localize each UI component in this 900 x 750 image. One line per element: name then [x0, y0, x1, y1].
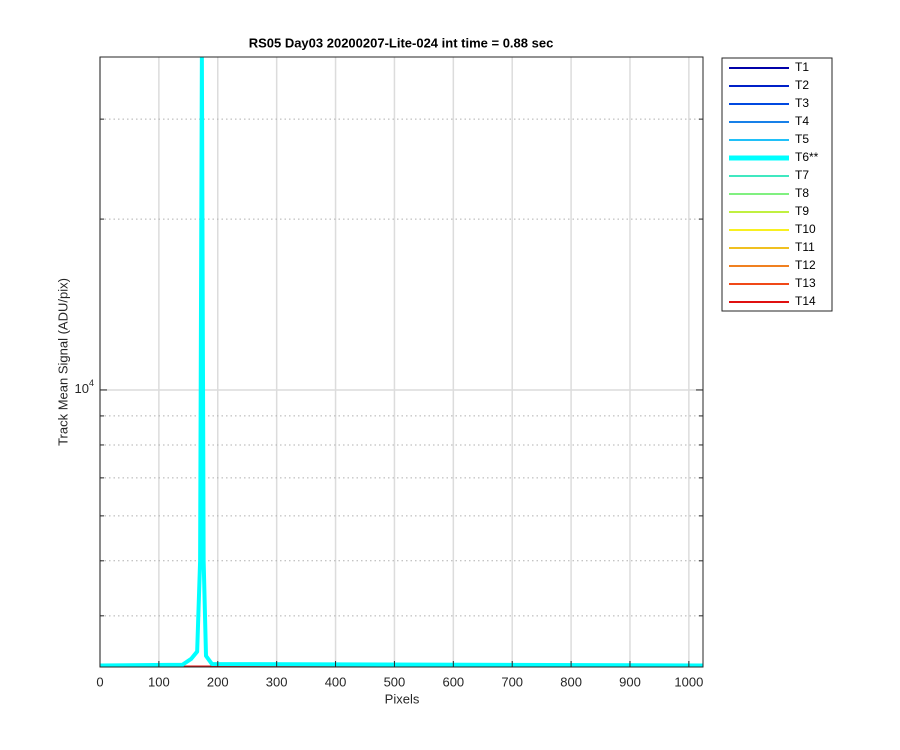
- y-axis-label: Track Mean Signal (ADU/pix): [55, 278, 70, 446]
- x-tick-label: 800: [560, 674, 582, 689]
- legend-label: T14: [795, 294, 816, 308]
- x-tick-label: 300: [266, 674, 288, 689]
- x-tick-label: 0: [96, 674, 103, 689]
- x-tick-label: 400: [325, 674, 347, 689]
- legend-label: T5: [795, 132, 809, 146]
- legend-label: T7: [795, 168, 809, 182]
- axes-box: [99, 56, 704, 668]
- x-tick-label: 700: [501, 674, 523, 689]
- legend-label: T13: [795, 276, 816, 290]
- x-tick-label: 900: [619, 674, 641, 689]
- legend-label: T2: [795, 78, 809, 92]
- series-line: [100, 57, 703, 667]
- legend-label: T9: [795, 204, 809, 218]
- y-tick-label: 104: [75, 378, 94, 396]
- chart-title: RS05 Day03 20200207-Lite-024 int time = …: [249, 35, 554, 50]
- legend-label: T11: [795, 240, 815, 254]
- legend-label: T4: [795, 114, 809, 128]
- x-tick-label: 200: [207, 674, 229, 689]
- legend-label: T12: [795, 258, 816, 272]
- plot-lines: [100, 57, 703, 667]
- x-tick-label: 500: [384, 674, 406, 689]
- legend-box: [721, 57, 833, 312]
- legend-label: T1: [795, 60, 809, 74]
- legend-label: T10: [795, 222, 816, 236]
- x-axis-label: Pixels: [385, 691, 420, 706]
- legend-label: T8: [795, 186, 809, 200]
- legend: T1 T2 T3 T4 T5 T6** T7 T8 T9 T10 T11 T12 T13 T14: [729, 60, 819, 308]
- x-tick-label: 100: [148, 674, 170, 689]
- legend-label: T6**: [795, 150, 819, 164]
- ticks: 0 100 200 300 400 500 600 700 800 900 1000 104: [75, 118, 703, 689]
- legend-label: T3: [795, 96, 809, 110]
- x-tick-label: 1000: [674, 674, 703, 689]
- x-tick-label: 600: [442, 674, 464, 689]
